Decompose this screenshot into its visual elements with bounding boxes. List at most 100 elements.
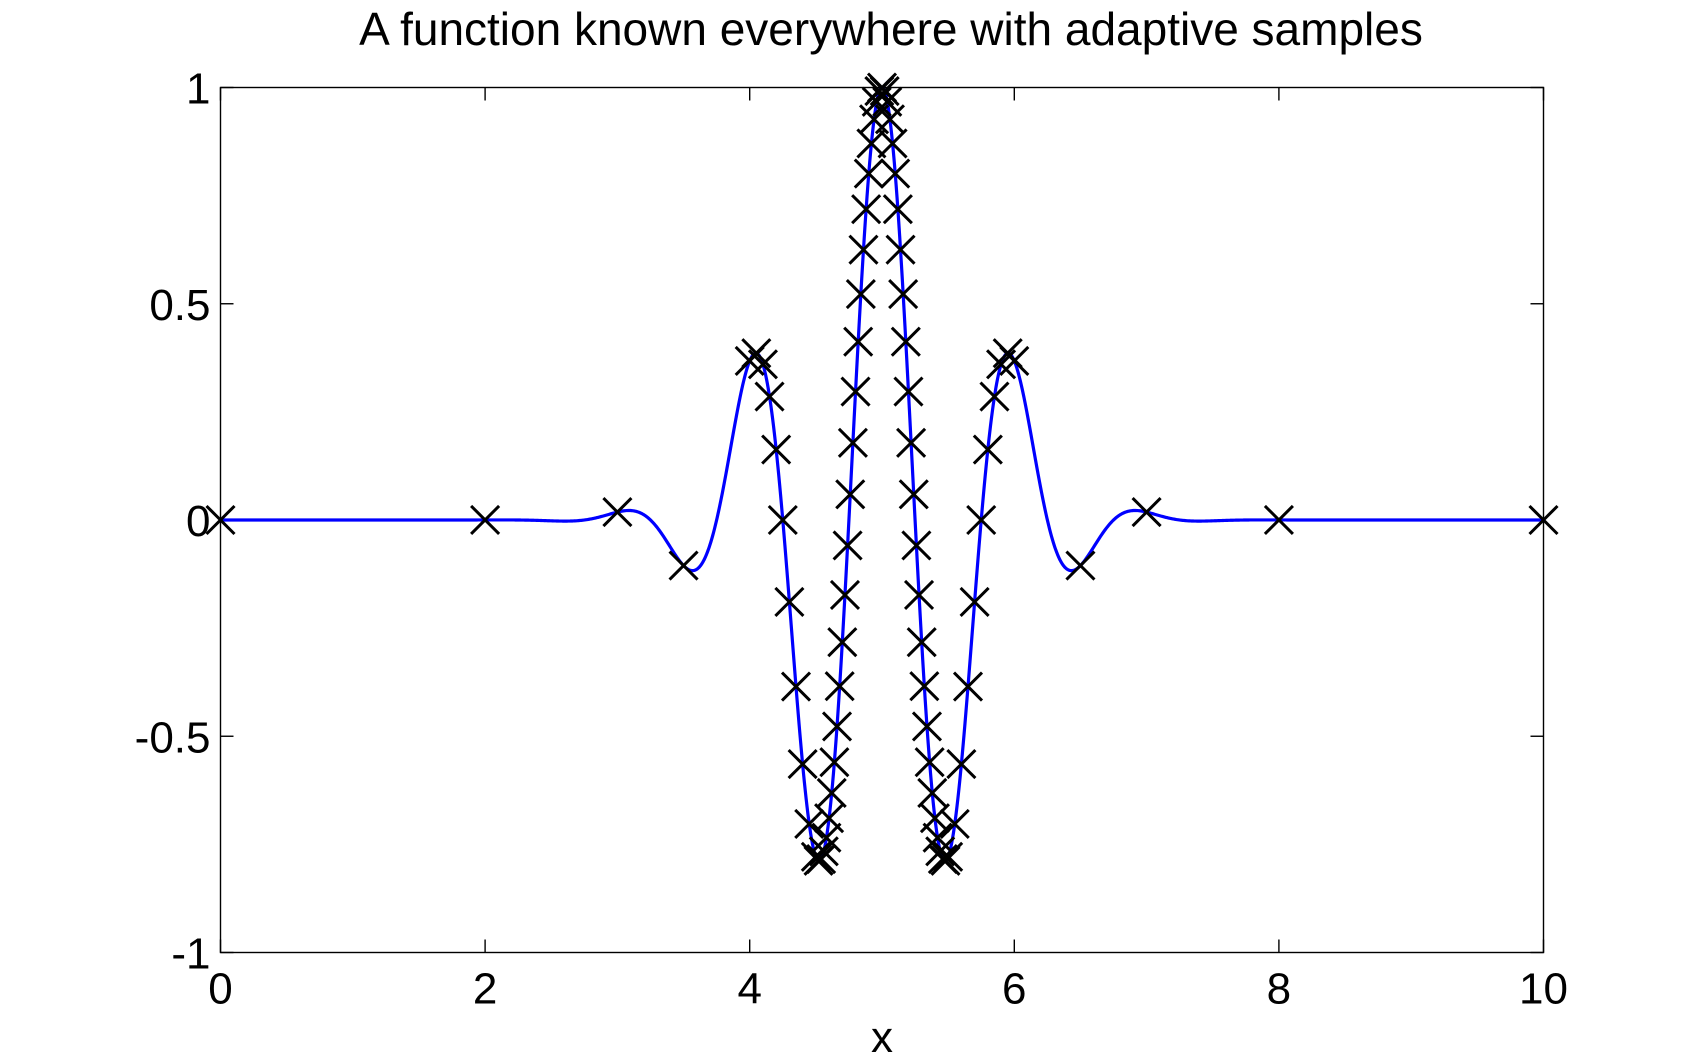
sample-marker xyxy=(829,579,861,610)
sample-marker xyxy=(959,586,990,617)
sample-marker-stroke-b xyxy=(767,504,798,536)
sample-marker xyxy=(922,822,953,853)
sample-marker xyxy=(906,627,937,658)
sample-marker xyxy=(837,427,868,458)
sample-marker-stroke-b xyxy=(877,128,908,159)
tick-labels: 0 2 4 6 8 10 -1 -0.5 0 0.5 1 xyxy=(135,65,1568,1014)
sample-marker-stroke-b xyxy=(819,747,850,778)
y-tick-label: 0.5 xyxy=(149,281,210,330)
sample-marker xyxy=(848,234,879,265)
sample-marker-stroke-b xyxy=(821,711,853,742)
sample-marker xyxy=(933,841,964,872)
sample-marker-stroke-b xyxy=(914,747,945,778)
sample-marker-stroke-b xyxy=(780,671,812,702)
sample-marker xyxy=(814,803,845,834)
sample-marker xyxy=(843,326,874,357)
sample-marker-stroke-b xyxy=(787,749,818,780)
sample-marker-stroke-b xyxy=(896,427,927,458)
sample-marker xyxy=(917,777,948,808)
sample-marker xyxy=(761,434,792,465)
sample-marker xyxy=(1528,504,1559,536)
x-tick-label: 8 xyxy=(1267,965,1291,1014)
x-tick-label: 0 xyxy=(208,965,232,1014)
sample-marker-stroke-b xyxy=(845,279,876,310)
sample-marker-stroke-b xyxy=(911,711,943,742)
marker-series-layer xyxy=(205,72,1559,876)
sample-marker-stroke-b xyxy=(824,671,855,702)
sample-marker-stroke-b xyxy=(794,808,825,840)
sample-marker-stroke-b xyxy=(966,504,997,536)
sample-marker xyxy=(780,671,812,702)
sample-marker-stroke-b xyxy=(952,671,984,702)
sample-marker xyxy=(999,345,1030,376)
sample-marker-stroke-b xyxy=(1263,504,1294,536)
sample-marker-stroke-b xyxy=(1065,550,1096,581)
sample-marker xyxy=(1131,497,1162,528)
sample-marker-stroke-b xyxy=(901,530,932,561)
sample-marker-stroke-b xyxy=(888,279,919,310)
sample-marker xyxy=(890,326,921,357)
sample-marker-stroke-b xyxy=(959,586,990,617)
sample-marker-stroke-b xyxy=(205,504,236,536)
sample-marker xyxy=(1263,504,1294,536)
sample-marker xyxy=(896,427,927,458)
sample-marker xyxy=(877,128,908,159)
sample-marker xyxy=(939,808,970,840)
sample-marker xyxy=(856,128,887,159)
sample-marker-stroke-b xyxy=(837,427,868,458)
sample-marker-stroke-b xyxy=(979,381,1010,412)
sample-marker xyxy=(869,76,900,107)
sample-marker xyxy=(901,530,932,561)
sample-marker xyxy=(816,777,847,808)
sample-marker-stroke-b xyxy=(893,376,924,407)
sample-marker-stroke-b xyxy=(909,671,940,702)
sample-marker xyxy=(827,627,858,658)
sample-marker xyxy=(853,158,884,189)
sample-marker-stroke-b xyxy=(898,479,929,510)
sample-marker-stroke-b xyxy=(832,530,863,561)
x-tick-label: 6 xyxy=(1002,965,1026,1014)
sample-marker xyxy=(952,671,984,702)
sample-marker xyxy=(1065,550,1096,581)
sample-marker xyxy=(914,747,945,778)
sample-marker-stroke-b xyxy=(470,504,501,536)
chart-title: A function known everywhere with adaptiv… xyxy=(359,3,1423,55)
sample-marker-stroke-b xyxy=(840,376,871,407)
sample-marker-stroke-b xyxy=(747,349,778,380)
sample-marker xyxy=(898,479,929,510)
sample-marker xyxy=(602,497,633,528)
sample-marker-stroke-b xyxy=(829,579,861,610)
x-tick-label: 4 xyxy=(737,965,761,1014)
sample-marker-stroke-b xyxy=(972,434,1003,465)
sample-marker-stroke-b xyxy=(754,381,785,412)
sample-marker xyxy=(888,279,919,310)
sample-marker-stroke-b xyxy=(874,104,905,135)
sample-marker-stroke-b xyxy=(917,777,948,808)
sample-marker-stroke-b xyxy=(869,76,900,107)
x-tick-label: 2 xyxy=(473,965,497,1014)
sample-marker xyxy=(808,836,839,867)
sample-marker xyxy=(205,504,236,536)
sample-marker xyxy=(909,671,940,702)
sample-marker-stroke-b xyxy=(808,836,839,867)
y-tick-label: 1 xyxy=(186,65,210,114)
sample-marker-stroke-b xyxy=(939,808,970,840)
sample-marker-stroke-b xyxy=(806,843,837,875)
x-tick-label: 10 xyxy=(1519,965,1568,1014)
sample-marker-stroke-b xyxy=(668,550,699,581)
sample-marker-stroke-b xyxy=(816,777,847,808)
sample-marker xyxy=(821,711,853,742)
sample-marker-stroke-b xyxy=(872,86,903,117)
sample-marker xyxy=(794,808,825,840)
sample-marker xyxy=(880,158,911,189)
sample-marker-stroke-b xyxy=(933,841,964,872)
sample-marker xyxy=(840,376,871,407)
sample-marker-stroke-b xyxy=(1528,504,1559,536)
sample-marker xyxy=(885,234,916,265)
sample-marker-stroke-b xyxy=(890,326,921,357)
sample-marker xyxy=(824,671,855,702)
sample-marker xyxy=(767,504,798,536)
sample-marker xyxy=(754,381,785,412)
sample-marker xyxy=(882,194,913,225)
sample-marker-stroke-b xyxy=(880,158,911,189)
